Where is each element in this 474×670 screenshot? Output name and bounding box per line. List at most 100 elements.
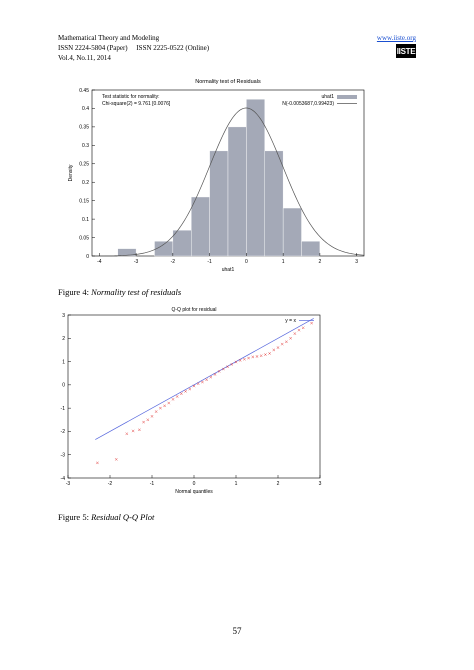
x-tick-label: 2 [319, 259, 322, 265]
figure4-caption-title: Normality test of residuals [91, 287, 182, 297]
histogram-bar [227, 126, 247, 257]
reference-line [95, 318, 314, 440]
qq-point [268, 352, 271, 355]
y-tick-label: 0.4 [82, 106, 89, 112]
iiste-logo: IISTE [396, 44, 416, 58]
qq-point [264, 353, 267, 356]
qq-point [188, 387, 192, 391]
qq-point [234, 360, 238, 364]
y-tick-label: 1 [62, 359, 65, 365]
qq-point [285, 340, 288, 344]
histogram-bar [301, 241, 321, 257]
legend-label-reference: y = x [285, 318, 296, 324]
qq-point [226, 365, 229, 369]
qq-point [289, 336, 292, 340]
x-tick-label: 0 [245, 259, 248, 265]
histogram-bar [264, 150, 284, 257]
qq-point [125, 432, 129, 436]
figure5-caption-prefix: Figure 5: [58, 512, 92, 522]
y-axis-label: Density [68, 164, 74, 181]
histogram-bar [282, 207, 302, 257]
qq-point [171, 397, 175, 401]
figure5-caption: Figure 5: Residual Q-Q Plot [58, 512, 154, 522]
qq-point [154, 410, 158, 413]
y-tick-label: 0.2 [82, 180, 89, 186]
x-tick-label: -3 [134, 259, 139, 265]
journal-title: Mathematical Theory and Modeling [58, 34, 160, 42]
qq-point [201, 380, 204, 384]
qq-point [230, 363, 234, 366]
x-tick-label: 1 [282, 259, 285, 265]
qq-point [293, 332, 297, 335]
x-axis-label: Normal quantiles [175, 489, 213, 495]
x-tick-label: 3 [355, 259, 358, 265]
qq-point [280, 342, 284, 346]
qq-point [310, 321, 313, 325]
qq-point [175, 395, 179, 398]
histogram-bar [191, 196, 210, 257]
chart-title: Normality test of Residuals [195, 79, 261, 85]
y-tick-label: 0.05 [79, 235, 89, 241]
x-tick-label: -3 [66, 481, 71, 487]
qq-point [167, 401, 171, 405]
qq-point [209, 375, 213, 379]
qq-point [163, 404, 166, 408]
qq-point [259, 354, 263, 358]
x-tick-label: -2 [171, 259, 176, 265]
page-number: 57 [232, 626, 242, 636]
y-tick-label: 0.15 [79, 198, 89, 204]
qq-point [180, 392, 183, 396]
qq-point [192, 384, 196, 388]
x-axis-label: uhat1 [222, 267, 235, 273]
qq-point [131, 429, 135, 433]
y-tick-label: 0.25 [79, 162, 89, 168]
y-tick-label: -4 [61, 476, 66, 482]
y-tick-label: -3 [61, 453, 66, 459]
qq-point [114, 458, 118, 461]
chart-title: Q-Q plot for residual [171, 307, 216, 313]
plot-frame [67, 314, 321, 479]
qq-point [96, 461, 99, 465]
qq-point [150, 414, 154, 418]
histogram-bar [209, 150, 229, 257]
journal-volume: Vol.4, No.11, 2014 [58, 54, 111, 62]
x-tick-label: 2 [277, 481, 280, 487]
qq-plot-chart: Q-Q plot for residual-3 -2 -1 0 1 2 3-4-3-2-10… [61, 307, 322, 495]
qq-point [146, 418, 150, 422]
qq-point [276, 346, 280, 349]
figure5-caption-title: Residual Q-Q Plot [91, 512, 155, 522]
qq-point [196, 382, 200, 386]
qq-point [222, 367, 225, 371]
y-tick-label: 0.35 [79, 125, 89, 131]
x-tick-label: -2 [108, 481, 113, 487]
annotation-line-2: Chi-square(2) = 9.761 [0.0076] [102, 101, 171, 107]
y-tick-label: -1 [61, 406, 66, 412]
y-tick-label: 0.3 [82, 143, 89, 149]
qq-point [159, 406, 162, 410]
qq-point [205, 378, 208, 382]
qq-point [243, 357, 246, 361]
normal-curve-line [92, 107, 365, 257]
qq-point [217, 369, 221, 373]
y-tick-label: 3 [62, 313, 65, 319]
qq-point [138, 428, 141, 432]
qq-point [255, 355, 259, 358]
legend-label-normal: N(-0.0053687,0.99423) [282, 101, 334, 107]
annotation-line-1: Test statistic for normality: [102, 94, 160, 100]
qq-point [301, 326, 305, 330]
y-tick-label: -2 [61, 429, 66, 435]
y-tick-label: 0 [62, 383, 65, 389]
qq-point [272, 348, 276, 352]
x-tick-label: -4 [97, 259, 102, 265]
qq-point [142, 420, 145, 424]
x-tick-label: 1 [235, 481, 238, 487]
normality-test-chart: Normality test of Residuals -4 -3 -2 -1 0 1 2 3 0… [68, 79, 365, 273]
qq-point [184, 390, 187, 393]
y-tick-label: 0 [86, 254, 89, 260]
journal-url-link[interactable]: www.iiste.org [376, 34, 416, 42]
qq-point [251, 355, 255, 359]
journal-header: Mathematical Theory and Modeling ISSN 22… [58, 33, 209, 63]
x-tick-label: 0 [193, 481, 196, 487]
qq-point [247, 356, 250, 360]
histogram-bar [246, 99, 265, 257]
